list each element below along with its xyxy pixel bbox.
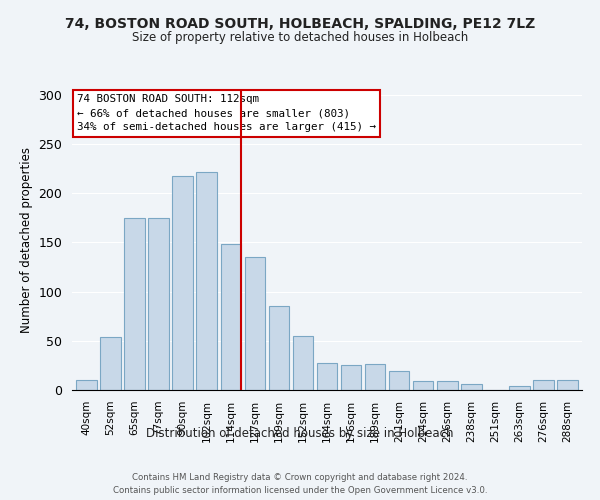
Bar bbox=[76, 380, 97, 390]
Y-axis label: Number of detached properties: Number of detached properties bbox=[20, 147, 33, 333]
Bar bbox=[196, 172, 217, 390]
Bar bbox=[461, 384, 482, 390]
Bar bbox=[269, 306, 289, 390]
Bar bbox=[437, 381, 458, 390]
Bar bbox=[172, 176, 193, 390]
Bar bbox=[317, 364, 337, 390]
Bar bbox=[341, 366, 361, 390]
Bar bbox=[293, 336, 313, 390]
Bar bbox=[221, 244, 241, 390]
Bar bbox=[533, 380, 554, 390]
Bar bbox=[245, 257, 265, 390]
Text: 74, BOSTON ROAD SOUTH, HOLBEACH, SPALDING, PE12 7LZ: 74, BOSTON ROAD SOUTH, HOLBEACH, SPALDIN… bbox=[65, 18, 535, 32]
Bar bbox=[509, 386, 530, 390]
Bar bbox=[148, 218, 169, 390]
Text: Distribution of detached houses by size in Holbeach: Distribution of detached houses by size … bbox=[146, 428, 454, 440]
Text: 74 BOSTON ROAD SOUTH: 112sqm
← 66% of detached houses are smaller (803)
34% of s: 74 BOSTON ROAD SOUTH: 112sqm ← 66% of de… bbox=[77, 94, 376, 132]
Bar bbox=[557, 380, 578, 390]
Bar bbox=[365, 364, 385, 390]
Text: Contains HM Land Registry data © Crown copyright and database right 2024.
Contai: Contains HM Land Registry data © Crown c… bbox=[113, 474, 487, 495]
Bar bbox=[124, 218, 145, 390]
Bar bbox=[100, 337, 121, 390]
Bar bbox=[413, 381, 433, 390]
Bar bbox=[389, 372, 409, 390]
Text: Size of property relative to detached houses in Holbeach: Size of property relative to detached ho… bbox=[132, 31, 468, 44]
